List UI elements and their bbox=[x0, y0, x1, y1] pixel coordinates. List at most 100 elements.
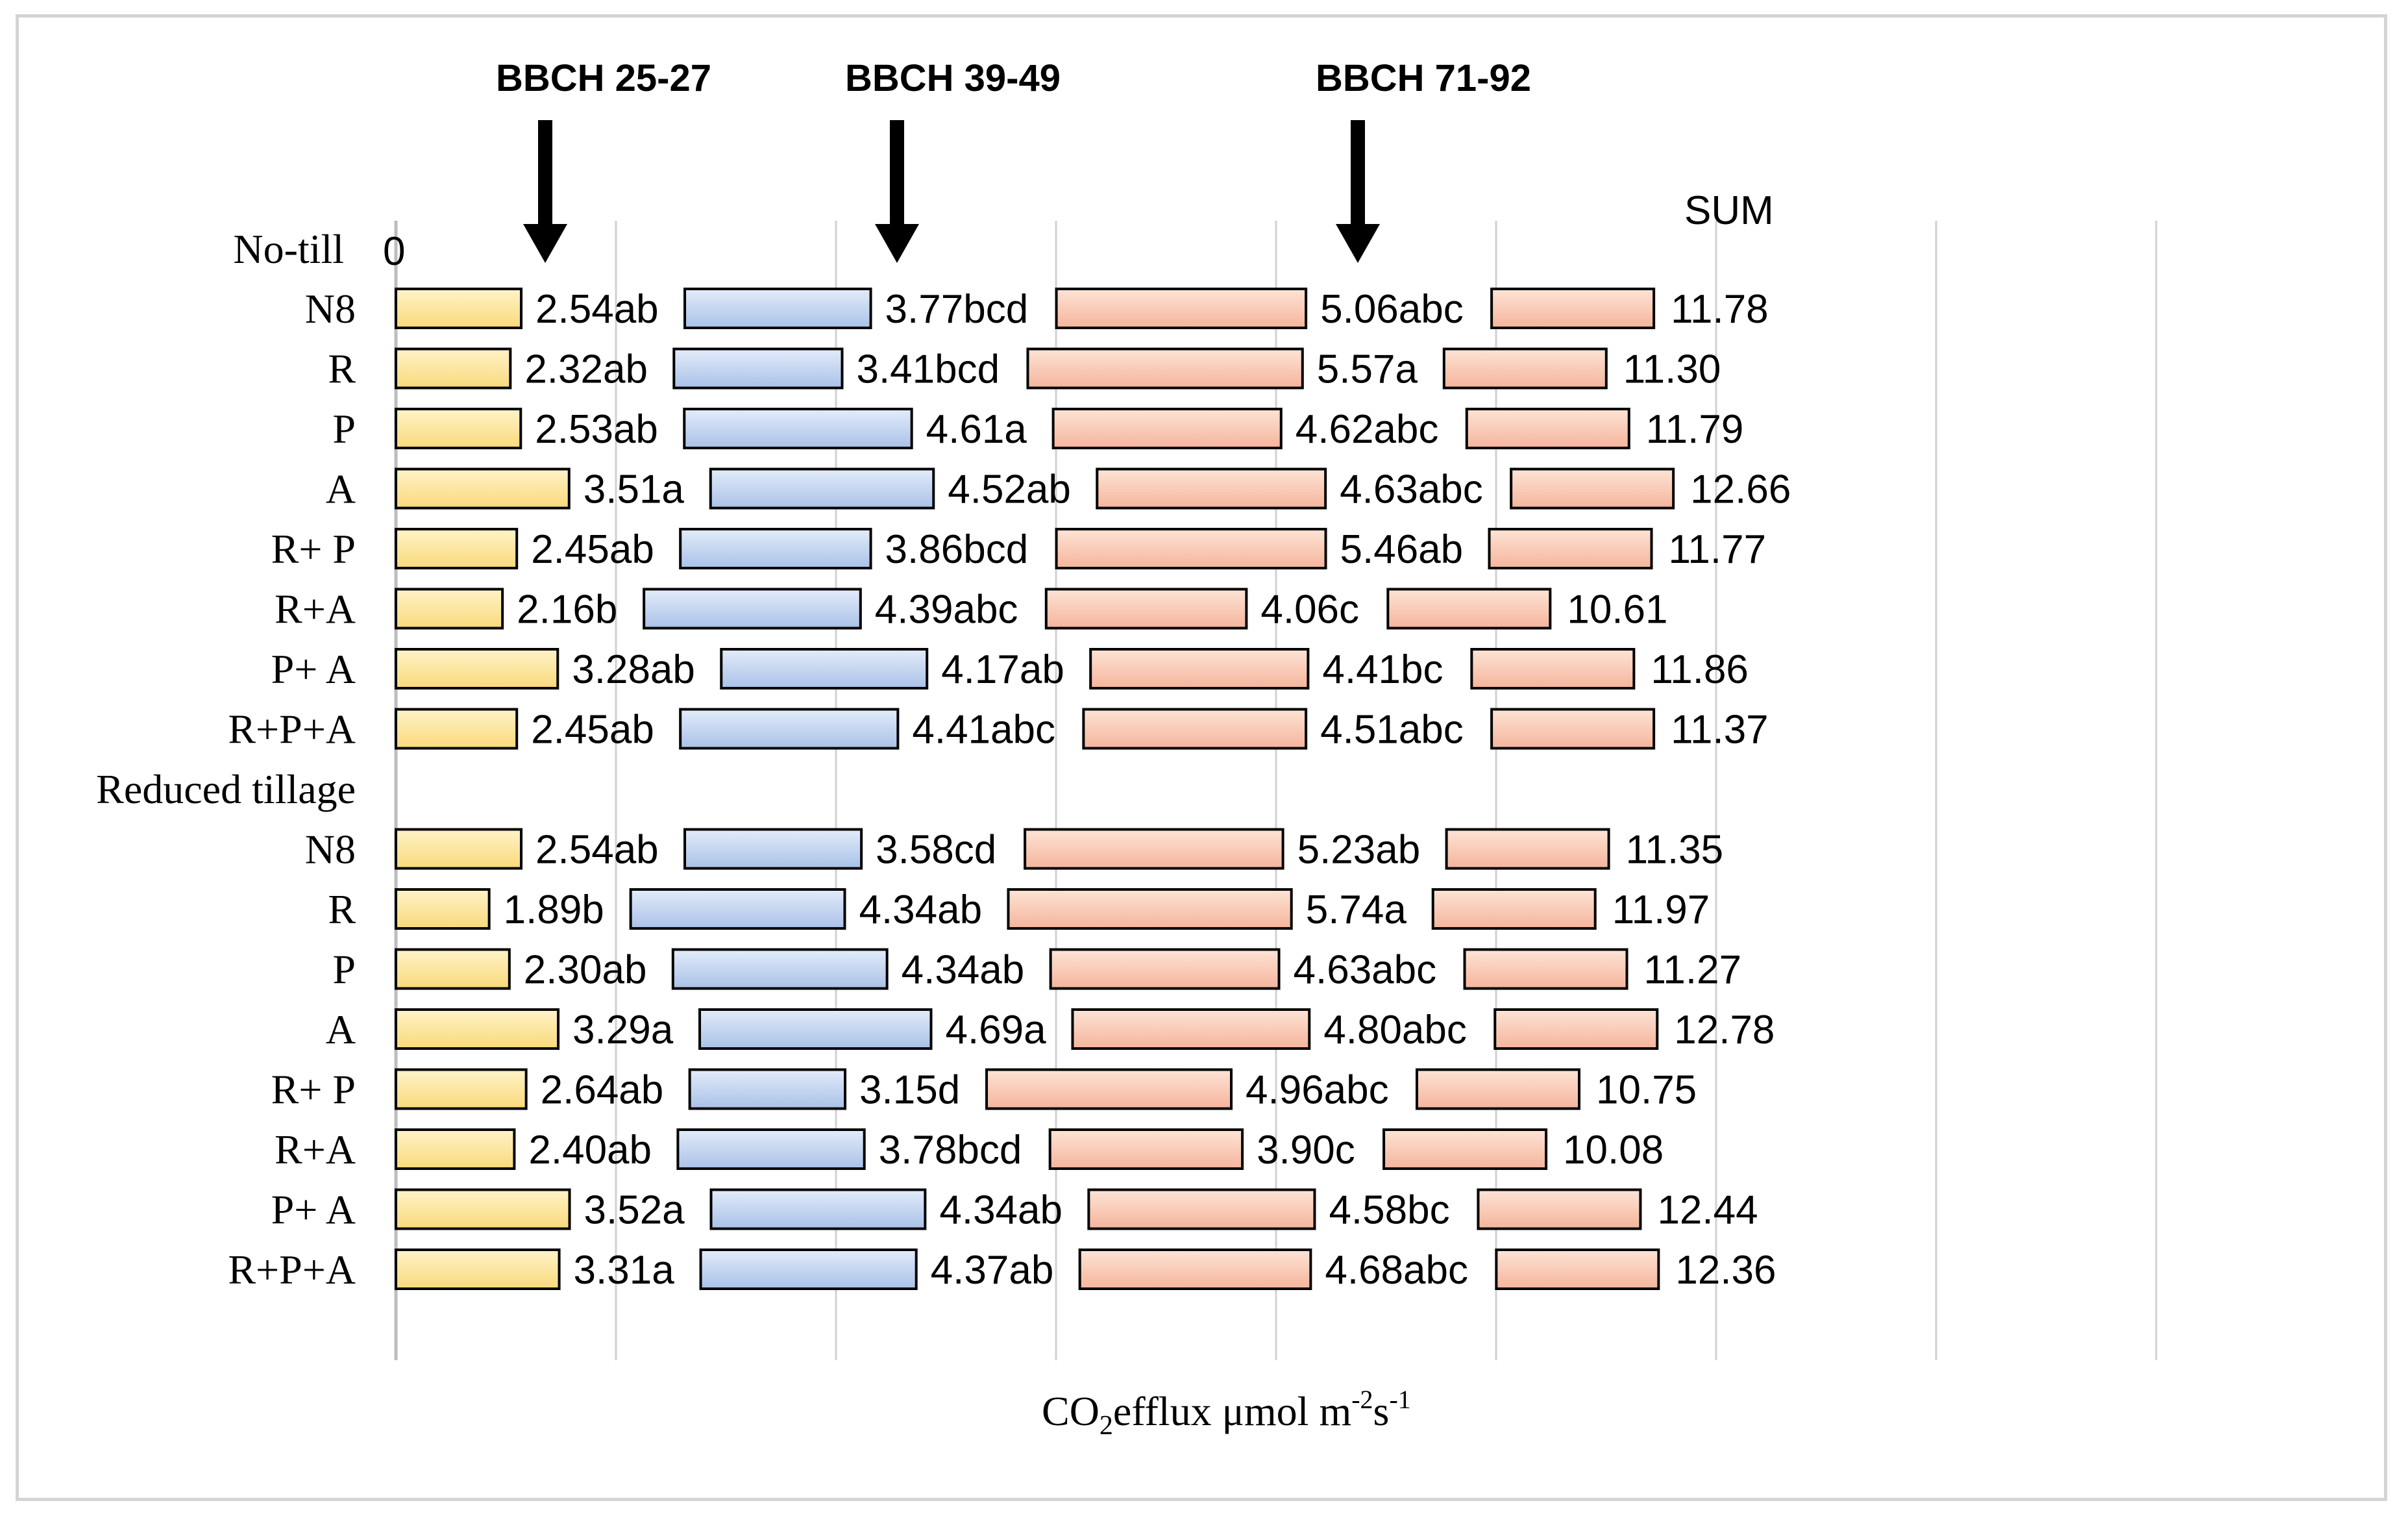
stage3-bar bbox=[1007, 888, 1293, 930]
stage2-bar bbox=[720, 648, 929, 690]
stage2-bar bbox=[683, 828, 863, 870]
stage3-bar bbox=[1048, 1128, 1244, 1170]
group-label: Reduced tillage bbox=[96, 766, 356, 812]
stage-arrow-head bbox=[523, 224, 567, 263]
sum-label: 11.37 bbox=[1671, 708, 1769, 752]
stage-label: BBCH 71-92 bbox=[1316, 57, 1531, 99]
sum-label: 10.61 bbox=[1567, 588, 1667, 632]
row-label: P+ A bbox=[271, 646, 356, 692]
value-label: 3.31a bbox=[574, 1248, 675, 1293]
value-label: 4.69a bbox=[945, 1008, 1046, 1052]
sum-label: 11.35 bbox=[1626, 828, 1724, 873]
sum-label: 12.44 bbox=[1657, 1188, 1758, 1233]
stage1-bar bbox=[395, 648, 559, 690]
value-label: 3.78bcd bbox=[879, 1128, 1022, 1173]
stage1-bar bbox=[395, 288, 523, 329]
value-label: 4.58bc bbox=[1329, 1188, 1449, 1233]
value-label: 4.41bc bbox=[1322, 647, 1443, 692]
stage1-bar bbox=[395, 1008, 560, 1050]
stage3-bar bbox=[1087, 1188, 1316, 1230]
value-label: 4.51abc bbox=[1320, 708, 1464, 752]
stage3-bar bbox=[1024, 828, 1284, 870]
stage-label: BBCH 39-49 bbox=[845, 57, 1061, 99]
sum-bar bbox=[1490, 708, 1656, 750]
value-label: 4.96abc bbox=[1246, 1068, 1389, 1113]
sum-bar bbox=[1510, 467, 1675, 510]
row-label: A bbox=[326, 1006, 356, 1052]
stage1-bar bbox=[395, 467, 571, 510]
sum-bar bbox=[1386, 588, 1552, 630]
stage2-bar bbox=[679, 528, 872, 569]
value-label: 4.41abc bbox=[912, 708, 1055, 752]
stage2-bar bbox=[676, 1128, 866, 1170]
stage3-bar bbox=[1026, 347, 1304, 390]
value-label: 2.54ab bbox=[535, 828, 659, 873]
sum-label: 11.30 bbox=[1623, 347, 1721, 392]
stage2-bar bbox=[672, 347, 844, 390]
stage-label: BBCH 25-27 bbox=[496, 57, 711, 99]
value-label: 5.74a bbox=[1306, 888, 1407, 932]
value-label: 2.16b bbox=[517, 588, 617, 632]
value-label: 2.45ab bbox=[531, 708, 654, 752]
stage2-bar bbox=[671, 948, 889, 990]
sum-label: 11.78 bbox=[1671, 287, 1769, 332]
value-label: 2.64ab bbox=[541, 1068, 664, 1113]
value-label: 2.45ab bbox=[531, 527, 654, 572]
value-label: 2.54ab bbox=[535, 287, 659, 332]
value-label: 3.41bcd bbox=[856, 347, 1000, 392]
axis-zero-label: 0 bbox=[383, 229, 405, 274]
stage2-bar bbox=[698, 1008, 933, 1050]
stage2-bar bbox=[683, 288, 872, 329]
row-label: R+A bbox=[275, 586, 356, 632]
value-label: 2.32ab bbox=[524, 347, 648, 392]
row-label: N8 bbox=[305, 286, 356, 332]
value-label: 2.40ab bbox=[528, 1128, 652, 1173]
stage1-bar bbox=[395, 1068, 528, 1110]
row-label: R+A bbox=[275, 1126, 356, 1173]
stage3-bar bbox=[1055, 288, 1308, 329]
value-label: 4.63abc bbox=[1294, 948, 1437, 993]
row-label: R+ P bbox=[271, 1067, 356, 1113]
value-label: 4.06c bbox=[1260, 588, 1359, 632]
value-label: 4.80abc bbox=[1323, 1008, 1467, 1052]
value-label: 5.46ab bbox=[1340, 527, 1464, 572]
value-label: 5.06abc bbox=[1320, 287, 1464, 332]
value-label: 4.17ab bbox=[941, 647, 1064, 692]
stage1-bar bbox=[395, 528, 519, 569]
value-label: 4.37ab bbox=[931, 1248, 1054, 1293]
bars bbox=[395, 288, 1675, 1290]
value-label: 4.62abc bbox=[1296, 407, 1439, 452]
stage3-bar bbox=[1071, 1008, 1311, 1050]
stage2-bar bbox=[699, 1249, 918, 1290]
value-label: 4.34ab bbox=[859, 888, 982, 932]
stage1-bar bbox=[395, 408, 522, 449]
stage3-bar bbox=[1049, 948, 1281, 990]
sum-label: 11.97 bbox=[1612, 888, 1710, 932]
sum-bar bbox=[1382, 1128, 1548, 1170]
stage-arrows: BBCH 25-27 BBCH 39-49 BBCH 71-92 bbox=[496, 57, 1531, 263]
row-label: R+P+A bbox=[228, 1247, 356, 1293]
sum-label: 12.66 bbox=[1690, 467, 1791, 512]
row-label: N8 bbox=[305, 826, 356, 873]
row-label: P+ A bbox=[271, 1187, 356, 1233]
row-label: P bbox=[332, 406, 356, 452]
sum-bar bbox=[1493, 1008, 1659, 1050]
xlabel-sub: 2 bbox=[1100, 1411, 1113, 1441]
stage1-bar bbox=[395, 1188, 571, 1230]
value-label: 4.52ab bbox=[948, 467, 1071, 512]
xlabel-sup1: -2 bbox=[1351, 1385, 1373, 1414]
sum-bar bbox=[1416, 1068, 1580, 1110]
stage3-bar bbox=[1096, 467, 1327, 510]
value-label: 4.63abc bbox=[1340, 467, 1483, 512]
stage2-bar bbox=[643, 588, 862, 630]
sum-label: 11.77 bbox=[1669, 527, 1767, 572]
sum-bar bbox=[1477, 1188, 1642, 1230]
stage3-bar bbox=[1051, 408, 1283, 449]
value-label: 3.28ab bbox=[572, 647, 695, 692]
sum-label: 10.08 bbox=[1563, 1128, 1664, 1173]
value-label: 2.30ab bbox=[524, 948, 647, 993]
stage2-bar bbox=[679, 708, 900, 750]
sum-bar bbox=[1470, 648, 1636, 690]
sum-bar bbox=[1465, 408, 1630, 449]
